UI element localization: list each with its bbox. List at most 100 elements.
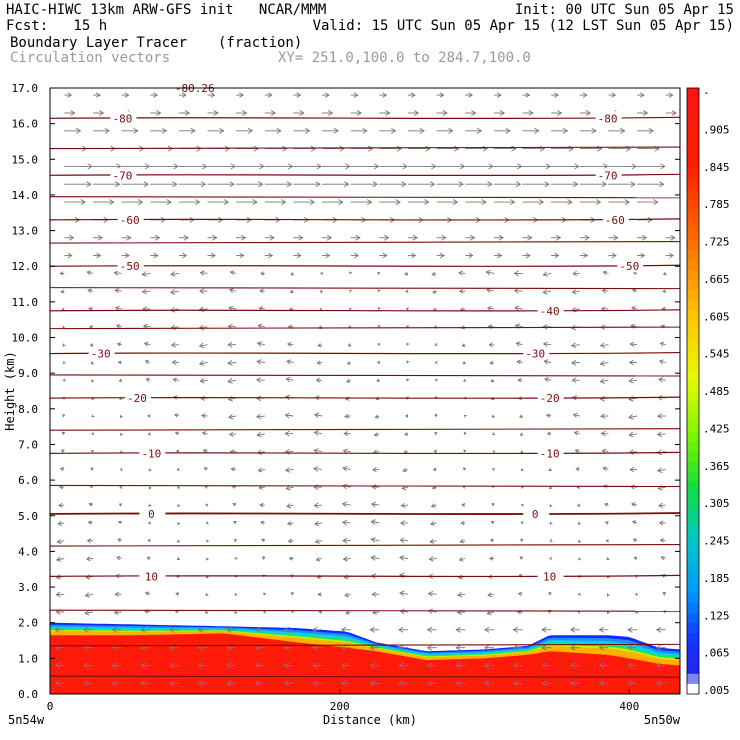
circulation-vector [571, 362, 580, 364]
circulation-vector-head [169, 662, 175, 669]
circulation-vector-head [119, 467, 123, 471]
circulation-vector-head [662, 592, 667, 596]
circulation-vector-head [427, 590, 434, 597]
colorbar-swatch [687, 158, 699, 170]
y-tick-label: 15.0 [12, 153, 39, 166]
circulation-vector-head [605, 538, 610, 543]
circulation-vector-head [298, 234, 304, 241]
circulation-vector-head [227, 378, 233, 384]
circulation-vector-head [461, 502, 466, 507]
colorbar-label: .065 [703, 647, 730, 660]
circulation-vector-head [585, 110, 592, 116]
circulation-vector-head [296, 92, 302, 98]
circulation-vector-head [340, 662, 347, 669]
circulation-vector-head [600, 413, 606, 419]
circulation-vector-head [67, 92, 73, 98]
circulation-vector-head [600, 430, 606, 437]
circulation-vector [458, 272, 466, 274]
circulation-vector-head [544, 181, 550, 188]
circulation-vector-head [146, 556, 151, 561]
circulation-vector-head [517, 163, 523, 170]
circulation-vector-head [239, 252, 245, 259]
circulation-vector [200, 379, 208, 382]
circulation-vector-head [534, 127, 540, 134]
circulation-vector-head [286, 341, 292, 347]
circulation-vector-head [624, 199, 631, 205]
contour-label-bg [110, 111, 137, 125]
circulation-vector-head [124, 92, 130, 98]
colorbar-swatch [687, 421, 699, 432]
y-tick-label: 0.0 [18, 688, 38, 701]
colorbar-swatch [687, 643, 699, 655]
circulation-vector-head [489, 538, 494, 543]
circulation-vector-head [198, 306, 205, 313]
circulation-vector-head [574, 448, 579, 454]
circulation-vector-head [204, 610, 209, 614]
contour-label: -50 [120, 260, 140, 273]
circulation-vector [515, 324, 523, 328]
contour-label-bg [617, 259, 644, 273]
circulation-vector-head [569, 680, 576, 687]
y-tick-label: 6.0 [18, 474, 38, 487]
x-axis-label: Distance (km) [323, 713, 417, 727]
colorbar-frame [686, 87, 700, 695]
circulation-vector-head [172, 377, 178, 383]
circulation-vector-head [259, 163, 265, 170]
temperature-contour--50 [49, 264, 681, 267]
circulation-vector [258, 324, 265, 328]
circulation-vector-head [198, 342, 205, 349]
circulation-vector-head [660, 555, 665, 561]
circulation-vector-head [147, 538, 151, 543]
circulation-vector-head [611, 252, 617, 259]
circulation-vector-head [396, 145, 403, 152]
circulation-vector [256, 379, 265, 381]
circulation-vector-head [658, 359, 664, 365]
circulation-vector-head [528, 110, 534, 116]
circulation-vector-head [286, 359, 292, 365]
circulation-vector [259, 307, 265, 310]
circulation-vector [171, 326, 179, 329]
circulation-vector-head [572, 395, 578, 401]
circulation-vector-head [349, 289, 353, 293]
circulation-vector-head [398, 644, 404, 651]
circulation-vector-head [284, 430, 290, 437]
circulation-vector-head [515, 341, 521, 347]
circulation-vector-head [541, 626, 547, 633]
circulation-vector-head [175, 592, 180, 596]
circulation-vector [657, 468, 666, 472]
circulation-vector-head [463, 414, 467, 418]
circulation-vector-head [369, 644, 375, 651]
circulation-vector-head [89, 343, 94, 347]
circulation-vector-head [287, 163, 294, 170]
circulation-vector-head [55, 574, 61, 580]
circulation-vector-head [312, 626, 318, 633]
circulation-vector-head [177, 503, 181, 508]
circulation-vector-head [223, 199, 230, 205]
circulation-vector [286, 360, 294, 363]
circulation-vector-head [511, 145, 517, 152]
circulation-vector-head [169, 289, 176, 295]
circulation-vector-head [492, 450, 496, 454]
contour-label-bg [139, 569, 166, 583]
circulation-vector-head [353, 92, 359, 98]
circulation-vector-head [140, 626, 146, 633]
contour-label-bg [139, 506, 166, 520]
circulation-vector-head [255, 377, 262, 383]
circulation-vector-head [315, 377, 321, 383]
circulation-vector-head [549, 538, 553, 542]
circulation-vector [600, 362, 609, 365]
circulation-vector-head [284, 467, 291, 473]
circulation-vector-head [205, 592, 209, 596]
circulation-vector-head [404, 432, 408, 436]
circulation-vector-head [267, 92, 273, 98]
circulation-vector-head [120, 432, 123, 436]
colorbar-swatch [687, 189, 699, 200]
circulation-vector-head [233, 539, 238, 543]
colorbar-swatch [687, 461, 699, 473]
circulation-vector-head [228, 413, 234, 420]
circulation-vector-head [228, 287, 234, 294]
circulation-vector-head [457, 592, 463, 598]
circulation-vector-head [382, 252, 388, 259]
colorbar-swatch [687, 279, 699, 291]
contour-label: -30 [525, 348, 545, 361]
